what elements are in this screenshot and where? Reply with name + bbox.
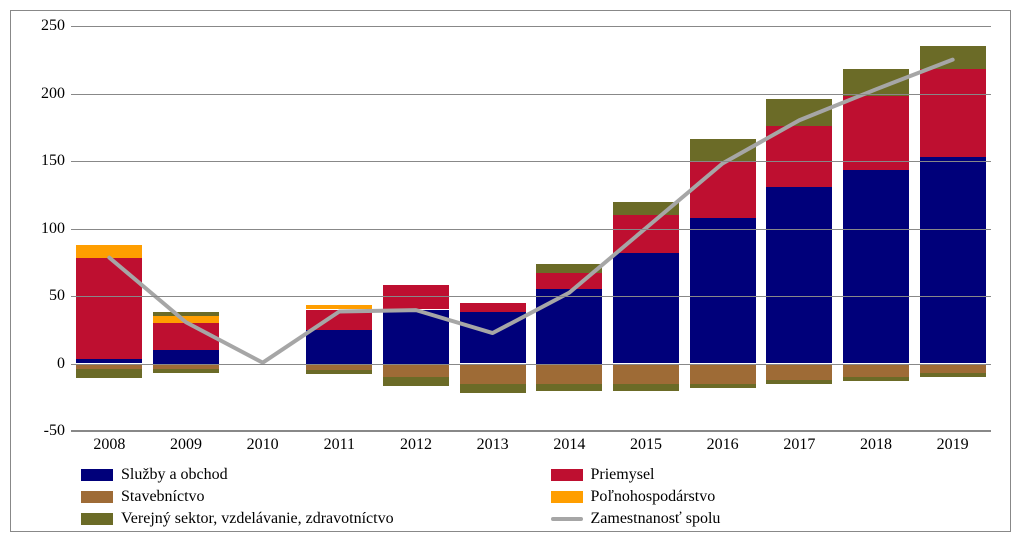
gridline <box>71 364 991 365</box>
bar-seg-stavebnictvo <box>460 364 526 384</box>
bar-seg-verejny <box>843 377 909 381</box>
legend: Služby a obchod Priemysel Stavebníctvo Poľn… <box>81 466 990 528</box>
x-axis-label: 2009 <box>170 436 202 454</box>
bar-seg-verejny <box>920 373 986 377</box>
bar-seg-sluzby <box>153 350 219 364</box>
y-axis-label: 100 <box>15 220 65 238</box>
bar-seg-priemysel <box>383 285 449 309</box>
y-axis-label: 200 <box>15 85 65 103</box>
legend-item-sluzby: Služby a obchod <box>81 466 521 484</box>
x-axis-label: 2013 <box>477 436 509 454</box>
bar-seg-stavebnictvo <box>536 364 602 384</box>
x-axis-label: 2008 <box>93 436 125 454</box>
bar-seg-priemysel <box>920 69 986 157</box>
bar-seg-verejny <box>153 312 219 316</box>
bar-seg-verejny <box>613 384 679 391</box>
bar-seg-polno <box>153 316 219 323</box>
bar-seg-polno <box>306 305 372 309</box>
legend-item-polno: Poľnohospodárstvo <box>551 488 991 506</box>
bar-seg-sluzby <box>843 170 909 363</box>
bar-seg-verejny <box>920 46 986 69</box>
bar-seg-verejny <box>536 384 602 391</box>
bar-seg-priemysel <box>690 161 756 218</box>
bar-seg-stavebnictvo <box>306 364 372 371</box>
bar-seg-stavebnictvo <box>843 364 909 378</box>
bar-seg-stavebnictvo <box>766 364 832 380</box>
x-axis-label: 2011 <box>324 436 355 454</box>
bar-seg-sluzby <box>306 330 372 364</box>
bar-seg-sluzby <box>766 187 832 364</box>
bar-seg-polno <box>76 245 142 259</box>
bar-seg-sluzby <box>460 312 526 363</box>
legend-label: Stavebníctvo <box>121 488 205 506</box>
x-axis-label: 2012 <box>400 436 432 454</box>
legend-swatch <box>551 469 583 481</box>
bar-seg-stavebnictvo <box>613 364 679 384</box>
gridline <box>71 26 991 27</box>
legend-swatch <box>81 491 113 503</box>
bar-seg-priemysel <box>460 303 526 312</box>
bar-seg-priemysel <box>766 126 832 187</box>
legend-swatch <box>551 491 583 503</box>
bar-seg-verejny <box>153 369 219 373</box>
bar-seg-priemysel <box>306 310 372 330</box>
bar-seg-stavebnictvo <box>383 364 449 378</box>
employment-chart: -50 0 50 100 150 200 250 2008 2009 2010 2011 2012 2… <box>10 10 1011 532</box>
bar-seg-verejny <box>766 380 832 384</box>
bar-seg-verejny <box>306 370 372 374</box>
bar-seg-priemysel <box>76 258 142 359</box>
legend-line-swatch <box>551 517 583 521</box>
bar-seg-verejny <box>843 69 909 96</box>
bar-seg-priemysel <box>536 273 602 289</box>
x-axis-label: 2015 <box>630 436 662 454</box>
gridline <box>71 94 991 95</box>
legend-label: Služby a obchod <box>121 466 228 484</box>
legend-label: Zamestnanosť spolu <box>591 510 721 528</box>
legend-item-verejny: Verejný sektor, vzdelávanie, zdravotníct… <box>81 510 521 528</box>
y-axis-label: 150 <box>15 152 65 170</box>
x-axis-label: 2016 <box>707 436 739 454</box>
legend-item-line: Zamestnanosť spolu <box>551 510 991 528</box>
bar-seg-verejny <box>690 384 756 388</box>
legend-label: Poľnohospodárstvo <box>591 488 716 506</box>
bar-seg-sluzby <box>920 157 986 364</box>
bar-seg-verejny <box>536 264 602 273</box>
bar-seg-priemysel <box>153 323 219 350</box>
legend-item-stavebnictvo: Stavebníctvo <box>81 488 521 506</box>
y-axis-label: 0 <box>15 355 65 373</box>
legend-item-priemysel: Priemysel <box>551 466 991 484</box>
gridline <box>71 229 991 230</box>
y-axis-label: 50 <box>15 287 65 305</box>
bar-seg-sluzby <box>536 289 602 363</box>
bar-seg-stavebnictvo <box>690 364 756 384</box>
x-axis-label: 2014 <box>553 436 585 454</box>
y-axis-label: 250 <box>15 17 65 35</box>
bar-seg-verejny <box>76 369 142 378</box>
x-axis-label: 2018 <box>860 436 892 454</box>
bar-seg-verejny <box>383 377 449 386</box>
legend-swatch <box>81 513 113 525</box>
bar-seg-priemysel <box>843 96 909 170</box>
bar-seg-sluzby <box>690 218 756 364</box>
x-axis-label: 2010 <box>247 436 279 454</box>
legend-label: Priemysel <box>591 466 655 484</box>
x-axis-label: 2017 <box>783 436 815 454</box>
bar-seg-priemysel <box>613 215 679 253</box>
legend-swatch <box>81 469 113 481</box>
bar-seg-sluzby <box>383 310 449 364</box>
bar-seg-verejny <box>766 99 832 126</box>
bar-seg-stavebnictvo <box>920 364 986 373</box>
bar-seg-verejny <box>460 384 526 393</box>
y-axis-label: -50 <box>15 422 65 440</box>
gridline <box>71 161 991 162</box>
legend-label: Verejný sektor, vzdelávanie, zdravotníct… <box>121 510 394 528</box>
plot-area <box>71 26 991 431</box>
bar-seg-verejny <box>690 139 756 161</box>
x-axis-label: 2019 <box>937 436 969 454</box>
bar-seg-verejny <box>613 202 679 216</box>
gridline <box>71 431 991 432</box>
gridline <box>71 296 991 297</box>
bar-seg-sluzby <box>613 253 679 364</box>
